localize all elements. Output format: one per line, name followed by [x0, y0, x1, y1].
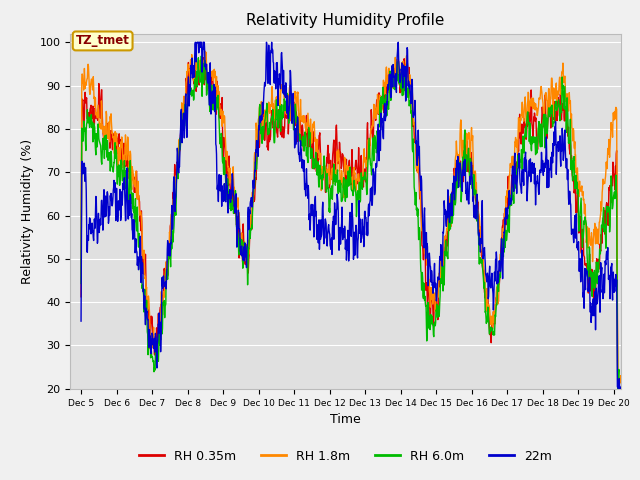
Text: TZ_tmet: TZ_tmet [76, 35, 130, 48]
Legend: RH 0.35m, RH 1.8m, RH 6.0m, 22m: RH 0.35m, RH 1.8m, RH 6.0m, 22m [134, 445, 557, 468]
Y-axis label: Relativity Humidity (%): Relativity Humidity (%) [21, 139, 34, 284]
Title: Relativity Humidity Profile: Relativity Humidity Profile [246, 13, 445, 28]
X-axis label: Time: Time [330, 413, 361, 426]
